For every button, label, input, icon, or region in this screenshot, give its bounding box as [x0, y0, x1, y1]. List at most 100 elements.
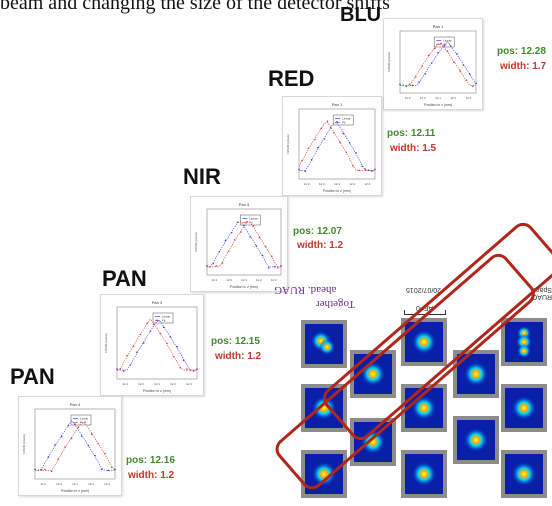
plot-ylabel: FWHM (pixels)	[387, 52, 391, 72]
plot-xtick: 12.3	[271, 278, 277, 282]
plot-xlabel: Position in z (mm)	[143, 389, 171, 393]
plot-xtick: 12.1	[154, 382, 160, 386]
plot-point	[139, 333, 142, 336]
plot-point	[37, 469, 40, 472]
plot-point	[149, 330, 152, 333]
plot-xtick: 12.2	[88, 482, 94, 486]
plot-point	[233, 239, 236, 241]
plot-point	[100, 468, 103, 471]
plot-point	[355, 152, 357, 154]
legend-entry: Linear	[162, 315, 170, 319]
plot-point	[47, 456, 50, 458]
legend-entry: Linear	[249, 217, 257, 221]
plot-point	[320, 127, 322, 130]
plot-ylabel: FWHM (pixels)	[286, 134, 290, 154]
plot-point	[339, 141, 341, 144]
plot-point	[110, 466, 113, 468]
plot-xtick: 12.2	[349, 182, 355, 186]
plot-xtick: 11.9	[212, 278, 218, 282]
plot-legend	[70, 414, 92, 426]
plot-series-curve	[400, 42, 476, 86]
plot-point	[310, 159, 313, 161]
plot-point	[408, 83, 411, 86]
width-label-red: width: 1.5	[390, 143, 437, 154]
plot-frame	[206, 208, 282, 276]
plot-point	[215, 265, 218, 267]
plot-point	[54, 444, 56, 446]
width-label-pan-2: width: 1.2	[215, 351, 262, 362]
plot-point	[317, 146, 319, 149]
legend-entry: Fit	[162, 319, 165, 323]
plot-point	[227, 250, 230, 252]
plot-point	[162, 326, 165, 329]
plot-point	[443, 45, 446, 47]
legend-entry: Linear	[80, 417, 88, 421]
plot-point	[399, 83, 401, 86]
plot-xtick: 12.1	[435, 96, 441, 100]
plot-point	[87, 444, 90, 447]
plot-point	[249, 236, 251, 238]
plot-point	[169, 335, 172, 338]
plot-title: Pan 3	[152, 300, 163, 305]
plot-title: Pan 1	[433, 24, 444, 29]
legend-entry: Fit	[249, 221, 252, 225]
plot-point	[430, 62, 433, 64]
plot-point	[182, 359, 185, 362]
plot-point	[270, 255, 273, 257]
plot-point	[415, 76, 417, 78]
plot-point	[206, 265, 208, 267]
plot-point	[261, 254, 264, 257]
plot-series-curve	[207, 221, 281, 268]
plot-ylabel: FWHM (pixels)	[22, 434, 26, 454]
plot-xtick: 11.9	[304, 182, 310, 186]
ruag-space-label: RUAG Space	[531, 286, 552, 300]
band-label-pan-2: PAN	[102, 266, 147, 291]
plot-xtick: 12.0	[420, 96, 426, 100]
bracket-line	[404, 310, 446, 315]
legend-entry: Linear	[443, 39, 451, 43]
plot-point	[472, 85, 474, 88]
plot-point	[34, 468, 36, 471]
plot-xtick: 12.0	[138, 382, 144, 386]
plot-title: Pan 4	[239, 202, 250, 207]
plot-point	[440, 42, 442, 45]
plot-legend	[332, 114, 354, 126]
plot-series-curve	[116, 318, 197, 371]
plot-point	[371, 170, 373, 173]
plot-point	[90, 433, 93, 435]
plot-point	[252, 225, 255, 227]
plot-xtick: 12.3	[104, 482, 110, 486]
plot-xtick: 12.0	[319, 182, 325, 186]
width-label-pan-1: width: 1.2	[128, 470, 175, 481]
plot-point	[212, 262, 214, 265]
pos-label-red: pos: 12.11	[387, 128, 436, 139]
date-label: 20/07/2015	[406, 286, 442, 293]
plot-point	[459, 70, 461, 72]
plot-point	[116, 368, 118, 370]
plot-xlabel: Position in z (mm)	[424, 103, 452, 107]
plot-frame	[399, 30, 477, 94]
plot-point	[274, 266, 276, 268]
plot-point	[114, 468, 116, 471]
plot-point	[323, 138, 326, 140]
plot-point	[152, 323, 155, 326]
band-label-nir: NIR	[183, 164, 221, 189]
plot-point	[196, 368, 198, 370]
plot-point	[107, 469, 110, 472]
plot-legend	[152, 312, 174, 324]
plot-point	[80, 435, 83, 437]
plot-point	[179, 366, 182, 369]
pos-label-nir: pos: 12.07	[293, 226, 342, 237]
plot-point	[172, 355, 175, 358]
pos-label-pan-2: pos: 12.15	[211, 336, 260, 347]
plot-point	[186, 368, 188, 370]
plot-point	[298, 168, 300, 171]
plot-point	[209, 266, 211, 268]
plot-legend	[240, 214, 261, 226]
band-label-pan-1: PAN	[10, 364, 55, 389]
plot-blu: Pan 1 Position in z (mm) 11.9 12.0 12.1 12.2 1…	[383, 18, 483, 110]
plot-point	[156, 319, 158, 321]
plot-xtick: 12.1	[334, 182, 340, 186]
plot-xtick: 12.1	[72, 482, 78, 486]
plot-point	[267, 267, 270, 269]
